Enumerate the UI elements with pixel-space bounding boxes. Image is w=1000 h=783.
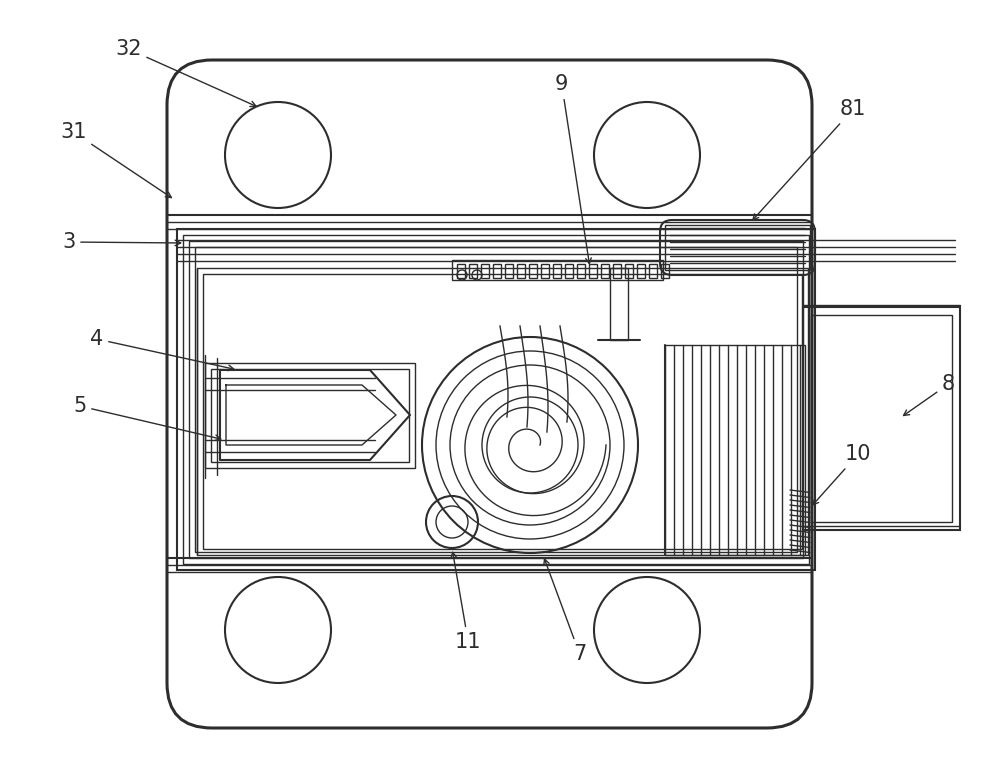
Bar — [203, 274, 802, 549]
Bar — [803, 307, 960, 530]
Bar — [481, 264, 489, 278]
Bar — [577, 264, 585, 278]
Bar — [613, 264, 621, 278]
Bar — [505, 264, 513, 278]
Bar — [601, 264, 609, 278]
Bar — [661, 264, 669, 278]
Bar — [541, 264, 549, 278]
Bar — [211, 369, 409, 462]
Bar — [625, 264, 633, 278]
Bar — [529, 264, 537, 278]
Text: 32: 32 — [115, 39, 256, 106]
Bar — [205, 363, 415, 468]
Bar — [649, 264, 657, 278]
Text: 4: 4 — [90, 329, 234, 370]
Bar — [177, 229, 815, 570]
Bar — [553, 264, 561, 278]
Bar — [589, 264, 597, 278]
Bar — [811, 315, 952, 522]
Bar — [665, 225, 810, 270]
Bar — [183, 235, 809, 564]
Text: 81: 81 — [753, 99, 866, 220]
Text: 9: 9 — [555, 74, 591, 264]
Text: 8: 8 — [904, 374, 955, 416]
Bar — [517, 264, 525, 278]
Bar — [665, 345, 805, 555]
Text: 31: 31 — [60, 122, 171, 197]
Text: 3: 3 — [62, 232, 181, 252]
Bar — [457, 264, 465, 278]
Text: 11: 11 — [451, 552, 482, 652]
Bar — [469, 264, 477, 278]
Bar — [195, 247, 797, 552]
Text: 7: 7 — [544, 559, 586, 664]
Bar — [197, 268, 808, 555]
Bar — [610, 268, 628, 340]
Bar — [452, 260, 663, 280]
Bar — [493, 264, 501, 278]
Bar — [637, 264, 645, 278]
Bar — [565, 264, 573, 278]
Text: 10: 10 — [813, 444, 872, 505]
Bar — [189, 241, 803, 558]
Text: 5: 5 — [73, 396, 221, 441]
